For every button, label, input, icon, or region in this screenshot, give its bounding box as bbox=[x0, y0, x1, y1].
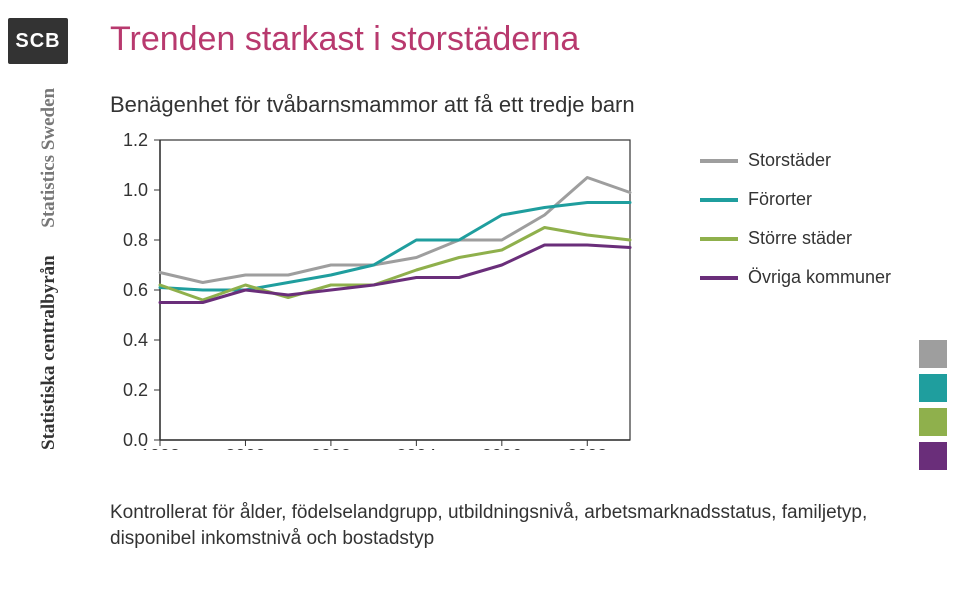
legend-label: Förorter bbox=[748, 189, 812, 210]
legend-item: Förorter bbox=[700, 189, 891, 210]
scb-logo: SCB bbox=[8, 18, 68, 64]
legend-label: Övriga kommuner bbox=[748, 267, 891, 288]
brand-color-box bbox=[919, 340, 947, 368]
footnote: Kontrollerat för ålder, födelselandgrupp… bbox=[110, 500, 899, 551]
svg-text:1.2: 1.2 bbox=[123, 130, 148, 150]
legend-item: Storstäder bbox=[700, 150, 891, 171]
svg-text:2004: 2004 bbox=[396, 446, 436, 450]
chart-svg: 0.00.20.40.60.81.01.21998200020022004200… bbox=[110, 130, 690, 450]
scb-logo-text: SCB bbox=[15, 30, 60, 53]
svg-text:0.4: 0.4 bbox=[123, 330, 148, 350]
page-subtitle: Benägenhet för tvåbarnsmammor att få ett… bbox=[110, 92, 635, 118]
svg-text:1998: 1998 bbox=[140, 446, 180, 450]
brand-color-box bbox=[919, 374, 947, 402]
legend-swatch bbox=[700, 198, 738, 202]
legend-swatch bbox=[700, 159, 738, 163]
svg-text:0.6: 0.6 bbox=[123, 280, 148, 300]
legend-swatch bbox=[700, 276, 738, 280]
legend-item: Övriga kommuner bbox=[700, 267, 891, 288]
svg-text:2000: 2000 bbox=[225, 446, 265, 450]
svg-text:1.0: 1.0 bbox=[123, 180, 148, 200]
color-swatches bbox=[919, 340, 947, 476]
svg-text:0.2: 0.2 bbox=[123, 380, 148, 400]
legend-swatch bbox=[700, 237, 738, 241]
side-label-dark: Statistiska centralbyrån bbox=[38, 255, 59, 450]
line-chart: 0.00.20.40.60.81.01.21998200020022004200… bbox=[110, 130, 690, 450]
legend-item: Större städer bbox=[700, 228, 891, 249]
svg-text:2006: 2006 bbox=[482, 446, 522, 450]
brand-color-box bbox=[919, 408, 947, 436]
legend: Storstäder Förorter Större städer Övriga ko… bbox=[700, 150, 891, 306]
page-title: Trenden starkast i storstäderna bbox=[110, 20, 579, 59]
side-label: Statistiska centralbyrån Statistics Swed… bbox=[38, 88, 60, 450]
legend-label: Större städer bbox=[748, 228, 852, 249]
side-label-light: Statistics Sweden bbox=[38, 88, 59, 228]
svg-text:2002: 2002 bbox=[311, 446, 351, 450]
svg-text:0.8: 0.8 bbox=[123, 230, 148, 250]
svg-text:2008: 2008 bbox=[567, 446, 607, 450]
brand-color-box bbox=[919, 442, 947, 470]
legend-label: Storstäder bbox=[748, 150, 831, 171]
